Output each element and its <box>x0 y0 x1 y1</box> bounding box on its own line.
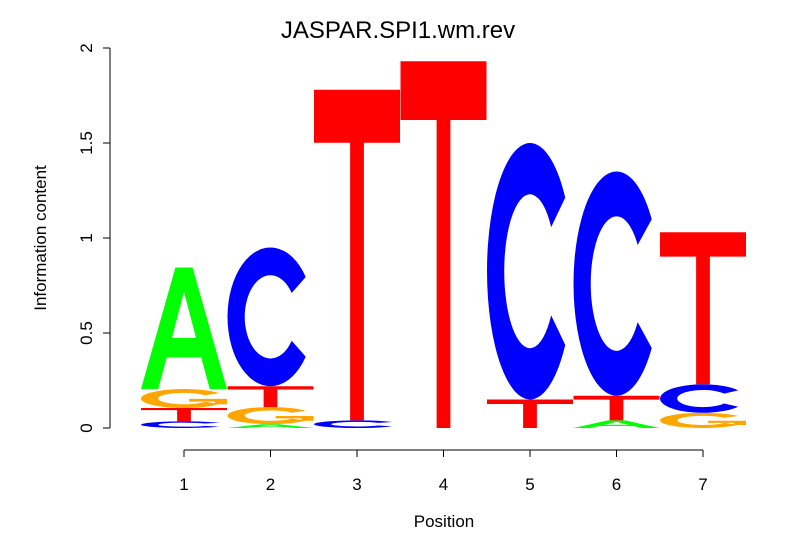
letter-T-pos7 <box>660 232 746 385</box>
letter-G-pos7 <box>660 412 746 428</box>
x-tick-label: 1 <box>179 475 188 494</box>
chart-title: JASPAR.SPI1.wm.rev <box>281 17 515 44</box>
letter-A-pos6 <box>573 420 660 428</box>
y-axis-label: Information content <box>31 165 50 311</box>
letter-C-pos2 <box>227 247 306 387</box>
x-axis-label: Position <box>414 512 474 531</box>
letter-T-pos3 <box>314 89 400 421</box>
letter-T-pos2 <box>227 386 314 408</box>
letter-C-pos5 <box>487 142 566 400</box>
x-tick-label: 2 <box>266 475 275 494</box>
x-tick-label: 6 <box>612 475 621 494</box>
x-tick-label: 5 <box>525 475 534 494</box>
letter-C-pos6 <box>573 171 652 396</box>
y-tick-label: 0 <box>77 423 96 432</box>
letter-A-pos1 <box>141 267 227 390</box>
x-tick-label: 3 <box>352 475 361 494</box>
letter-C-pos1 <box>141 421 220 428</box>
letter-stacks <box>141 61 746 429</box>
letter-G-pos2 <box>227 407 314 425</box>
letter-T-pos5 <box>487 399 573 428</box>
axes: 0 0.5 1 1.5 2 1 2 3 4 5 6 7 <box>77 43 708 494</box>
y-tick-label: 1.5 <box>77 131 96 155</box>
y-tick-label: 1 <box>77 233 96 242</box>
letter-G-pos1 <box>141 389 227 409</box>
y-tick-label: 2 <box>77 43 96 52</box>
letter-T-pos1 <box>141 408 227 422</box>
x-tick-label: 4 <box>439 475 448 494</box>
letter-C-pos3 <box>314 420 393 428</box>
letter-A-pos2 <box>227 424 314 428</box>
letter-T-pos4 <box>400 61 487 429</box>
letter-C-pos7 <box>660 384 739 413</box>
letter-T-pos6 <box>573 395 660 421</box>
y-tick-label: 0.5 <box>77 321 96 345</box>
x-tick-label: 7 <box>698 475 707 494</box>
